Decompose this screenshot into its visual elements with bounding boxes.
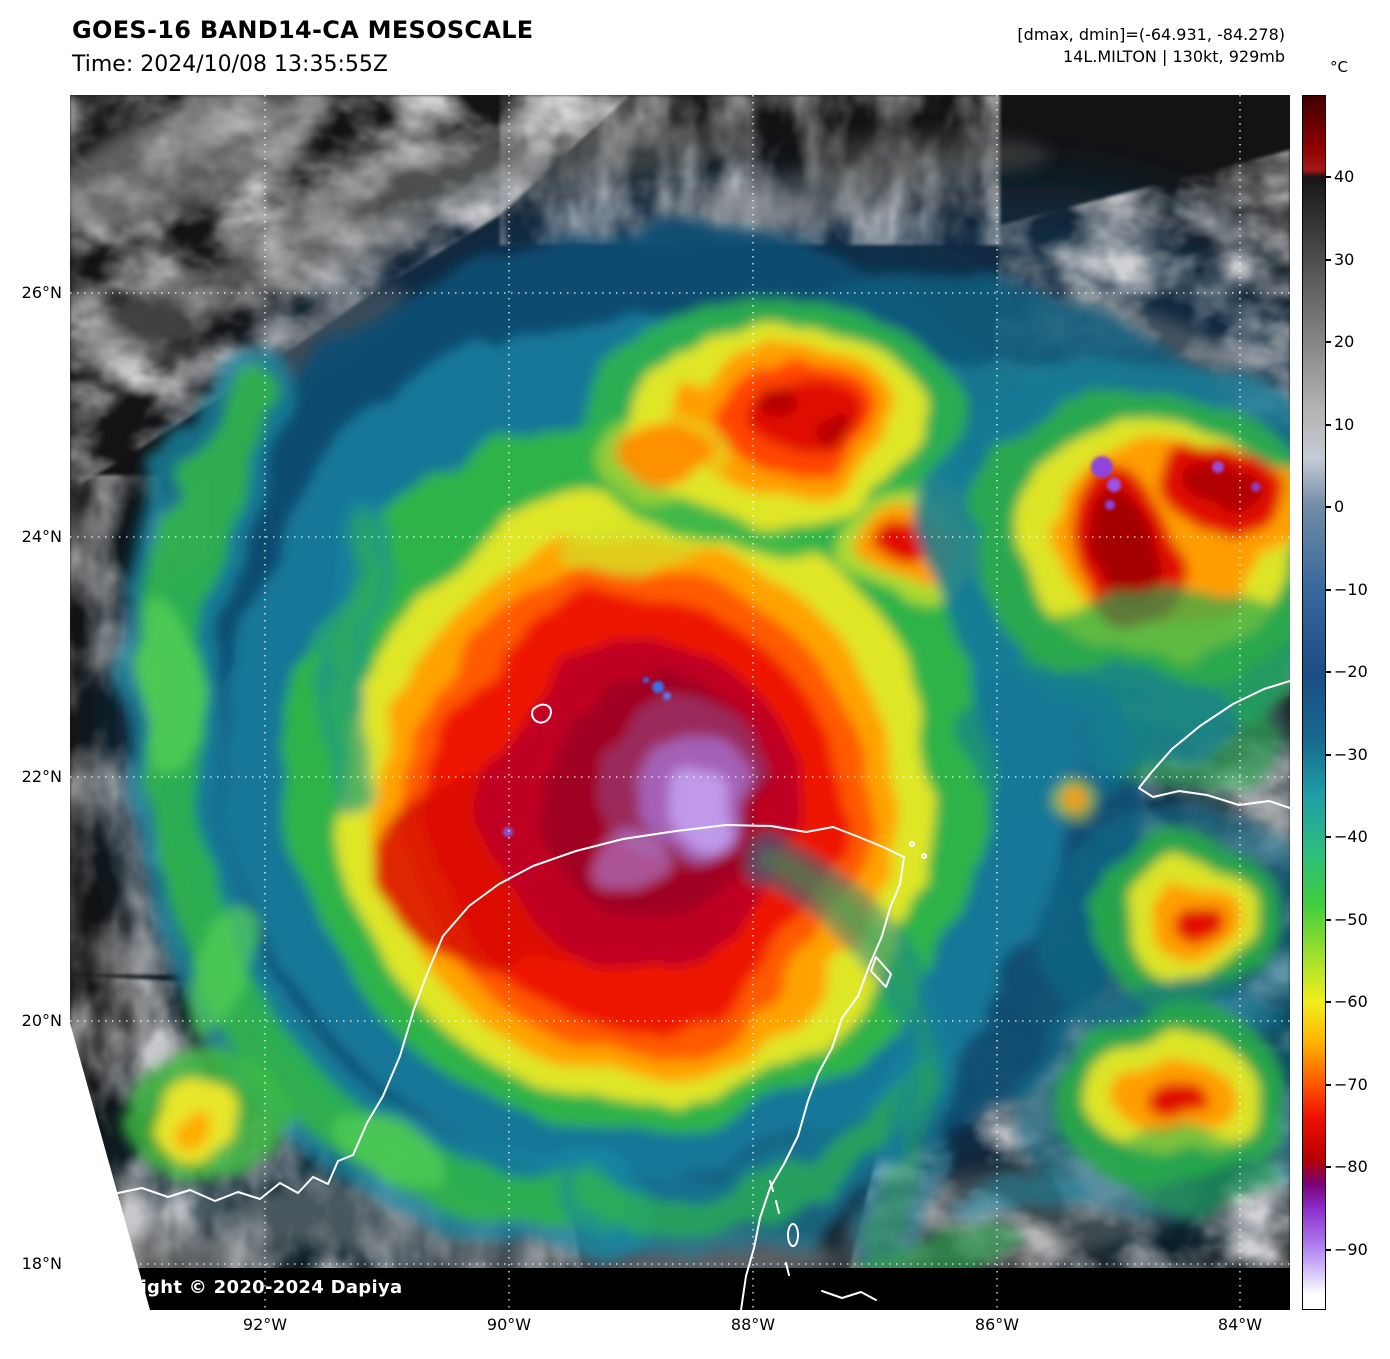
colorbar-tick: 0 — [1324, 497, 1345, 516]
header-right: [dmax, dmin]=(-64.931, -84.278) 14L.MILT… — [1017, 24, 1285, 68]
colorbar-tick: −30 — [1325, 745, 1368, 764]
colorbar-tick: −20 — [1325, 662, 1368, 681]
lon-label: 84°W — [1217, 1315, 1263, 1334]
colorbar-tick: −40 — [1325, 827, 1368, 846]
bay-coast — [821, 1290, 877, 1301]
belize-cayes — [769, 1180, 790, 1276]
colorbar-tick: 20 — [1324, 332, 1355, 351]
lon-label: 88°W — [730, 1315, 776, 1334]
colorbar-tick: 30 — [1324, 250, 1355, 269]
timestamp: Time: 2024/10/08 13:35:55Z — [72, 52, 388, 77]
colorbar — [1302, 95, 1326, 1310]
lon-label: 86°W — [974, 1315, 1020, 1334]
colorbar-tick: 40 — [1324, 167, 1355, 186]
bottom-data-void — [70, 1268, 1290, 1310]
satellite-image — [70, 95, 1290, 1310]
lat-label: 20°N — [21, 1011, 62, 1030]
coastlines — [117, 680, 1290, 1310]
colorbar-tick: 10 — [1324, 415, 1355, 434]
cold-overshoot-specks — [503, 456, 1261, 837]
colorbar-tick: −70 — [1325, 1075, 1368, 1094]
lat-label: 26°N — [21, 283, 62, 302]
colorbar-tick: −90 — [1325, 1240, 1368, 1259]
colorbar-unit: °C — [1330, 58, 1348, 76]
lon-label: 90°W — [486, 1315, 532, 1334]
colorbar-tick: −50 — [1325, 910, 1368, 929]
alacranes-reef — [531, 703, 552, 724]
colorbar-tick: −80 — [1325, 1157, 1368, 1176]
colorbar-tick: −60 — [1325, 992, 1368, 1011]
scan-edge-wedge — [70, 1023, 150, 1310]
satellite-map: Copyright © 2020-2024 Dapiya — [70, 95, 1290, 1310]
lat-lon-grid — [70, 95, 1290, 1310]
dmax-dmin-readout: [dmax, dmin]=(-64.931, -84.278) — [1017, 25, 1285, 44]
storm-info: 14L.MILTON | 130kt, 929mb — [1062, 47, 1285, 66]
lat-label: 22°N — [21, 767, 62, 786]
hurricane-milton-cloud-shield — [120, 230, 1290, 1283]
lat-label: 24°N — [21, 527, 62, 546]
product-title: GOES-16 BAND14-CA MESOSCALE — [72, 16, 534, 44]
colorbar-tick: −10 — [1325, 580, 1368, 599]
yucatan-coastline — [117, 824, 905, 1310]
copyright-label: Copyright © 2020-2024 Dapiya — [80, 1277, 403, 1298]
cuba-coastline — [1138, 680, 1290, 809]
lon-label: 92°W — [242, 1315, 288, 1334]
cozumel-island — [870, 956, 892, 988]
lat-label: 18°N — [21, 1254, 62, 1273]
